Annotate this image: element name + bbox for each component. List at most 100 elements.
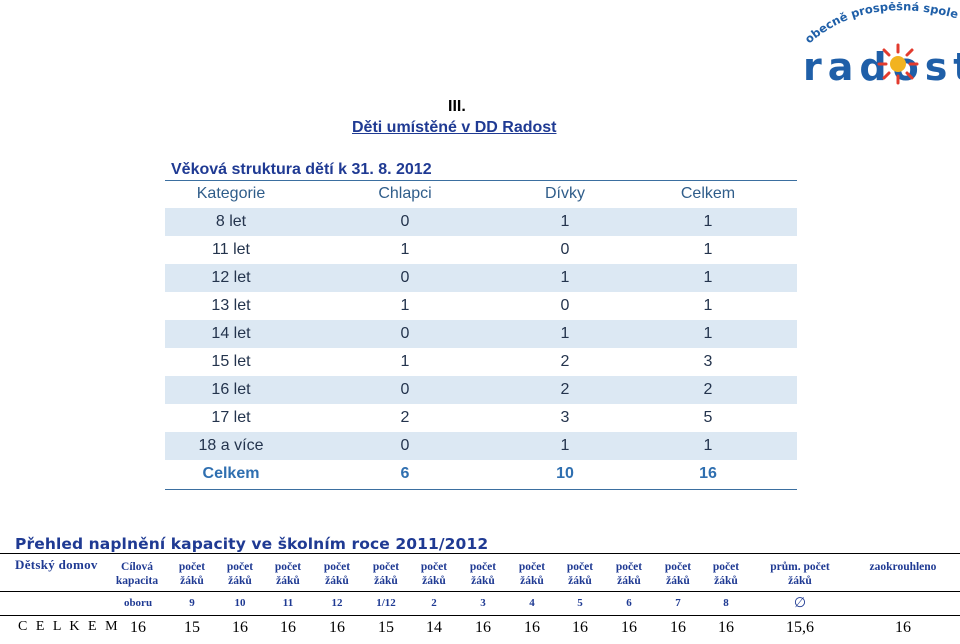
total-label: C E L K E M bbox=[18, 619, 121, 634]
table-cell: 16 let bbox=[211, 381, 251, 398]
average-symbol: ∅ bbox=[793, 596, 807, 611]
obor-cell: 11 bbox=[282, 597, 294, 609]
table-total-row: Celkem 6 10 16 bbox=[165, 460, 797, 488]
pupil-count-header: počet žáků bbox=[469, 561, 497, 587]
table-row: 16 let 0 2 2 bbox=[165, 376, 797, 404]
chapter-number: III. bbox=[448, 98, 466, 115]
table-cell: 2 bbox=[703, 381, 713, 398]
table-cell: 1 bbox=[703, 213, 713, 230]
table-row: 18 a více 0 1 1 bbox=[165, 432, 797, 460]
table-cell: 5 bbox=[703, 409, 713, 426]
radost-logo: obecně prospěšná společnost radost bbox=[795, 2, 960, 89]
table-cell: 1 bbox=[703, 437, 713, 454]
total-cell: 16 bbox=[232, 619, 248, 636]
table-top-rule bbox=[165, 180, 797, 181]
table-row: 15 let 1 2 3 bbox=[165, 348, 797, 376]
total-cell: 15 bbox=[378, 619, 394, 636]
table-row: 14 let 0 1 1 bbox=[165, 320, 797, 348]
total-cell: 14 bbox=[426, 619, 442, 636]
pupil-count-header: počet žáků bbox=[518, 561, 546, 587]
obor-cell: 1/12 bbox=[376, 597, 396, 609]
table-bottom-rule bbox=[165, 489, 797, 490]
table-cell: Celkem bbox=[202, 465, 260, 482]
capacity-top-rule bbox=[0, 553, 960, 554]
total-cell: 15 bbox=[184, 619, 200, 636]
capacity-header-rule bbox=[0, 591, 960, 592]
table-cell: 1 bbox=[703, 297, 713, 314]
table-cell: 0 bbox=[560, 297, 570, 314]
pupil-count-header: počet žáků bbox=[566, 561, 594, 587]
total-cell: 16 bbox=[621, 619, 637, 636]
header-line: prům. počet bbox=[770, 561, 830, 573]
table-cell: 1 bbox=[703, 241, 713, 258]
chapter-title: Děti umístěné v DD Radost bbox=[352, 119, 557, 136]
total-cell: 16 bbox=[718, 619, 734, 636]
total-cell: 16 bbox=[670, 619, 686, 636]
table-cell: 0 bbox=[400, 381, 410, 398]
table-cell: 16 bbox=[699, 465, 717, 482]
total-cell: 16 bbox=[329, 619, 345, 636]
total-cell: 16 bbox=[572, 619, 588, 636]
table-cell: 12 let bbox=[211, 269, 251, 286]
sun-icon bbox=[877, 43, 919, 85]
table-cell: 0 bbox=[400, 325, 410, 342]
table-header-row: Kategorie Chlapci Dívky Celkem bbox=[165, 180, 797, 208]
obor-cell: 10 bbox=[234, 597, 246, 609]
table-cell: 17 let bbox=[211, 409, 251, 426]
capacity-heading: Přehled naplnění kapacity ve školním roc… bbox=[15, 535, 489, 553]
table-cell: 2 bbox=[560, 381, 570, 398]
pupil-count-header: počet žáků bbox=[712, 561, 740, 587]
table-cell: 1 bbox=[703, 269, 713, 286]
obor-cell: 8 bbox=[723, 597, 729, 609]
table-cell: 6 bbox=[400, 465, 410, 482]
capacity-total: 16 bbox=[130, 619, 146, 636]
obor-cell: 4 bbox=[529, 597, 535, 609]
obor-cell: 5 bbox=[577, 597, 583, 609]
table-cell: 0 bbox=[400, 213, 410, 230]
obor-label: oboru bbox=[123, 597, 153, 609]
pupil-count-header: počet žáků bbox=[178, 561, 206, 587]
table-cell: 2 bbox=[560, 353, 570, 370]
capacity-row-rule bbox=[0, 615, 960, 616]
header-line: žáků bbox=[788, 575, 812, 587]
table-cell: 3 bbox=[703, 353, 713, 370]
domov-header: Dětský domov bbox=[15, 557, 98, 572]
table-cell: 3 bbox=[560, 409, 570, 426]
pupil-count-header: počet žáků bbox=[274, 561, 302, 587]
table-cell: 8 let bbox=[215, 213, 247, 230]
table-cell: 18 a více bbox=[198, 437, 264, 454]
table-row: 12 let 0 1 1 bbox=[165, 264, 797, 292]
obor-cell: 2 bbox=[431, 597, 437, 609]
table-cell: 0 bbox=[400, 269, 410, 286]
pupil-count-header: počet žáků bbox=[372, 561, 400, 587]
logo-name: radost bbox=[803, 45, 960, 89]
logo-tagline: obecně prospěšná společnost bbox=[795, 2, 960, 46]
obor-cell: 9 bbox=[189, 597, 195, 609]
age-structure-heading: Věková struktura dětí k 31. 8. 2012 bbox=[171, 161, 432, 178]
table-cell: 1 bbox=[400, 241, 410, 258]
obor-cell: 12 bbox=[331, 597, 343, 609]
obor-cell: 6 bbox=[626, 597, 632, 609]
table-cell: 0 bbox=[400, 437, 410, 454]
pupil-count-header: počet žáků bbox=[226, 561, 254, 587]
table-cell: 1 bbox=[400, 353, 410, 370]
average-pupils-header: prům. počet žáků bbox=[760, 560, 840, 588]
rounded-value: 16 bbox=[895, 619, 911, 636]
total-cell: 16 bbox=[280, 619, 296, 636]
table-cell: 1 bbox=[400, 297, 410, 314]
table-cell: 11 let bbox=[212, 241, 250, 258]
average-value: 15,6 bbox=[786, 619, 814, 636]
header-line: kapacita bbox=[115, 575, 159, 587]
table-cell: 1 bbox=[560, 325, 570, 342]
table-cell: 1 bbox=[560, 213, 570, 230]
target-capacity-header: Cílová kapacita bbox=[112, 560, 162, 588]
total-cell: 16 bbox=[475, 619, 491, 636]
column-header: Kategorie bbox=[196, 185, 266, 202]
table-row: 17 let 2 3 5 bbox=[165, 404, 797, 432]
table-cell: 14 let bbox=[211, 325, 251, 342]
obor-cell: 3 bbox=[480, 597, 486, 609]
table-cell: 1 bbox=[560, 269, 570, 286]
column-header: Dívky bbox=[545, 185, 585, 202]
pupil-count-header: počet žáků bbox=[420, 561, 448, 587]
column-header: Celkem bbox=[680, 185, 736, 202]
